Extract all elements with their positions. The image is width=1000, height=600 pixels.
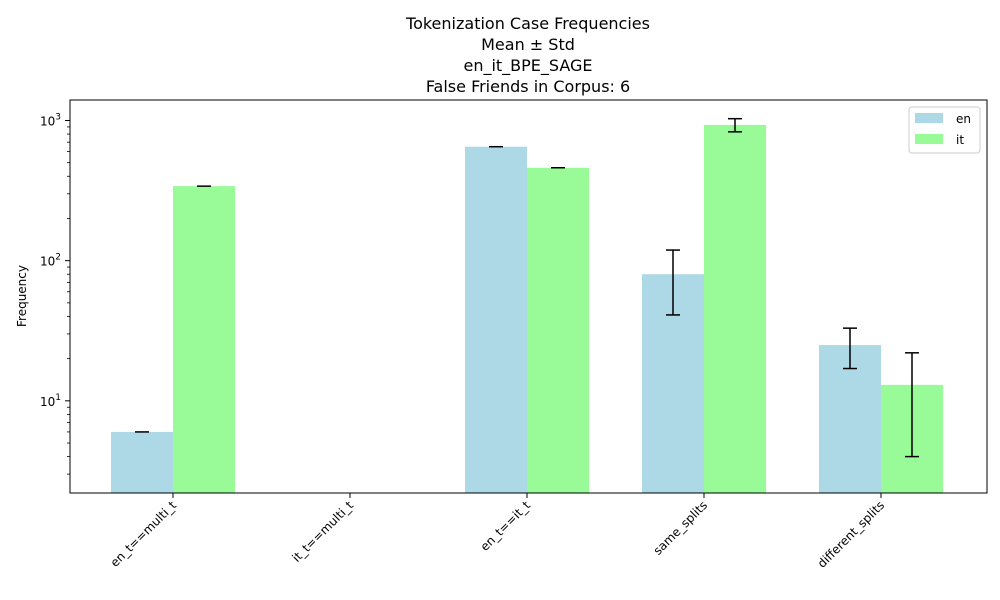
title-line-4: False Friends in Corpus: 6 <box>426 77 630 96</box>
x-tick-label: different_splits <box>815 498 887 570</box>
bar-it-en_t==multi_t <box>173 186 235 494</box>
title-line-2: Mean ± Std <box>481 35 575 54</box>
legend-label-it: it <box>956 133 964 147</box>
x-tick-label: en_t==it_t <box>478 498 534 554</box>
bars-layer <box>111 124 943 494</box>
y-tick-label: 102 <box>40 253 61 269</box>
x-axis: en_t==multi_t it_t==multi_t en_t==it_t same… <box>108 493 887 571</box>
x-tick-label: same_splits <box>651 498 711 558</box>
x-tick-label: it_t==multi_t <box>289 498 356 565</box>
error-bars-layer <box>135 117 919 458</box>
legend-swatch-en <box>915 113 943 123</box>
bar-it-en_t==it_t <box>527 167 589 493</box>
title-line-3: en_it_BPE_SAGE <box>463 56 592 76</box>
bar-it-same_splits <box>704 124 766 493</box>
y-tick-label: 101 <box>40 393 61 409</box>
bar-en-en_t==multi_t <box>111 431 173 493</box>
legend-label-en: en <box>956 112 971 126</box>
bar-en-different_splits <box>819 345 881 493</box>
legend: en it <box>908 106 981 154</box>
title-line-1: Tokenization Case Frequencies <box>405 14 650 33</box>
x-tick-label: en_t==multi_t <box>108 498 180 570</box>
plot-frame <box>69 99 988 494</box>
bar-en-en_t==it_t <box>465 146 527 493</box>
y-axis: 101 102 103 <box>40 112 70 475</box>
chart-title: Tokenization Case Frequencies Mean ± Std… <box>405 14 650 96</box>
y-tick-label: 103 <box>40 112 61 128</box>
legend-swatch-it <box>915 134 943 144</box>
y-axis-label: Frequency <box>15 265 29 327</box>
